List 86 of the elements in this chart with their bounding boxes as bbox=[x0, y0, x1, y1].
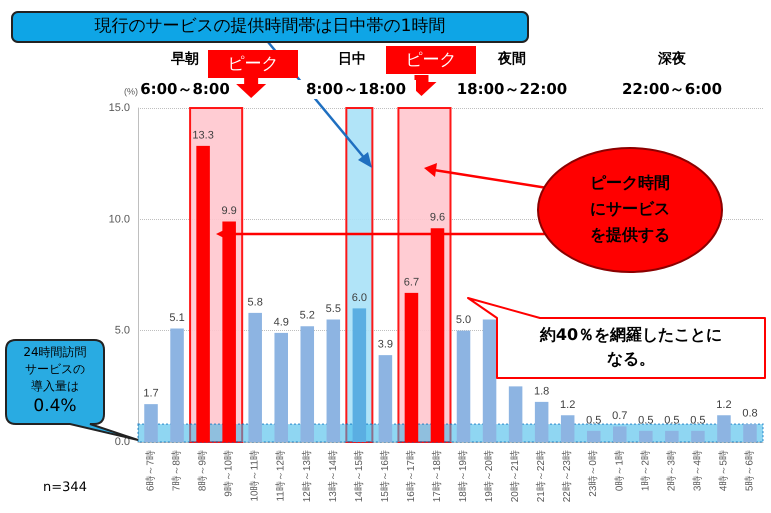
data-label: 13.3 bbox=[192, 129, 214, 142]
text: 日中 bbox=[337, 50, 367, 68]
data-label: 0.5 bbox=[664, 414, 680, 426]
bar bbox=[300, 326, 314, 442]
x-tick-label: 11時～12時 bbox=[274, 450, 287, 502]
text: n=344 bbox=[42, 480, 88, 495]
data-label: 0.5 bbox=[638, 414, 654, 426]
data-label: 1.2 bbox=[560, 398, 576, 411]
text: 早朝 bbox=[170, 50, 200, 68]
bar bbox=[717, 415, 731, 442]
x-tick-label: 16時～17時 bbox=[404, 450, 417, 502]
bar bbox=[691, 430, 705, 442]
data-label: 5.2 bbox=[300, 310, 315, 322]
data-label: 9.6 bbox=[430, 212, 446, 224]
bar bbox=[639, 430, 653, 442]
data-label: 5.1 bbox=[169, 312, 185, 324]
bar bbox=[534, 402, 548, 442]
text: 0.4% bbox=[32, 396, 78, 416]
data-label: 5.0 bbox=[456, 314, 472, 326]
text: 18:00～22:00 bbox=[456, 80, 568, 99]
data-label: 0.5 bbox=[690, 414, 706, 426]
data-label: 6.7 bbox=[404, 276, 420, 288]
annotation: ピーク bbox=[386, 46, 476, 74]
x-tick-label: 15時～16時 bbox=[378, 450, 391, 502]
chart-title: 現行のサービスの提供時間帯は日中帯の1時間 bbox=[94, 15, 446, 37]
bar bbox=[665, 430, 679, 442]
x-tick-label: 18時～19時 bbox=[457, 450, 470, 502]
data-label: 0.8 bbox=[742, 408, 758, 420]
x-tick-label: 7時～8時 bbox=[170, 450, 183, 492]
data-label: 0.7 bbox=[612, 410, 628, 422]
bar bbox=[248, 312, 262, 442]
bar bbox=[352, 308, 366, 442]
x-tick-label: 17時～18時 bbox=[430, 450, 443, 502]
text: 8:00～18:00 bbox=[296, 80, 416, 99]
text: 夜間 bbox=[496, 50, 527, 68]
data-label: 9.9 bbox=[221, 205, 237, 218]
x-tick-label: 9時～10時 bbox=[222, 450, 235, 497]
x-tick-label: 3時～4時 bbox=[691, 450, 704, 492]
bar bbox=[508, 386, 522, 442]
x-tick-label: 5時～6時 bbox=[743, 450, 756, 492]
bar bbox=[560, 415, 574, 442]
bar bbox=[378, 355, 392, 442]
data-label: 1.2 bbox=[716, 398, 732, 411]
bar bbox=[743, 424, 757, 442]
bar bbox=[456, 330, 470, 442]
x-tick-label: 22時～23時 bbox=[561, 450, 574, 502]
data-label: 4.9 bbox=[274, 316, 289, 328]
bar bbox=[613, 426, 627, 442]
data-label: 1.8 bbox=[534, 385, 550, 398]
bar bbox=[586, 430, 600, 442]
y-tick-label: 5.0 bbox=[114, 324, 130, 337]
x-tick-label: 2時～3時 bbox=[665, 450, 678, 492]
y-tick-label: 10.0 bbox=[108, 213, 130, 226]
text: 6:00～8:00 bbox=[140, 80, 230, 98]
x-tick-label: 1時～2時 bbox=[639, 450, 652, 492]
bar bbox=[170, 328, 184, 442]
x-tick-label: 12時～13時 bbox=[300, 450, 313, 502]
x-tick-label: 8時～9時 bbox=[196, 450, 209, 492]
bar bbox=[274, 332, 288, 442]
bar bbox=[482, 320, 496, 442]
text: 深夜 bbox=[657, 50, 687, 68]
x-tick-label: 10時～11時 bbox=[248, 450, 261, 502]
x-tick-label: 20時～21時 bbox=[509, 450, 522, 502]
data-label: 0.5 bbox=[586, 414, 602, 426]
text: 24時間訪問サービスの導入量は bbox=[22, 344, 88, 395]
x-tick-label: 13時～14時 bbox=[326, 450, 339, 502]
x-tick-label: 4時～5時 bbox=[717, 450, 730, 492]
x-tick-label: 0時～1時 bbox=[613, 450, 626, 492]
data-label: 5.8 bbox=[248, 296, 263, 308]
annotation: ピーク bbox=[208, 50, 298, 78]
text: 22:00～6:00 bbox=[620, 80, 724, 99]
data-label: 5.5 bbox=[326, 303, 341, 316]
y-axis-title: (%) bbox=[124, 86, 138, 96]
bar bbox=[144, 404, 158, 442]
annotation: 約40％を網羅したことになる。 bbox=[538, 324, 724, 370]
data-label: 1.7 bbox=[143, 388, 159, 400]
x-tick-label: 19時～20時 bbox=[483, 450, 496, 502]
x-tick-label: 23時～0時 bbox=[587, 450, 600, 497]
x-tick-label: 21時～22時 bbox=[535, 450, 548, 502]
x-tick-label: 14時～15時 bbox=[352, 450, 365, 502]
y-tick-label: 15.0 bbox=[108, 102, 130, 114]
x-tick-label: 6時～7時 bbox=[144, 450, 157, 492]
data-label: 6.0 bbox=[352, 292, 368, 304]
data-label: 3.9 bbox=[378, 338, 394, 351]
annotation: ピーク時間にサービスを提供する bbox=[589, 172, 671, 246]
bar bbox=[326, 320, 340, 442]
